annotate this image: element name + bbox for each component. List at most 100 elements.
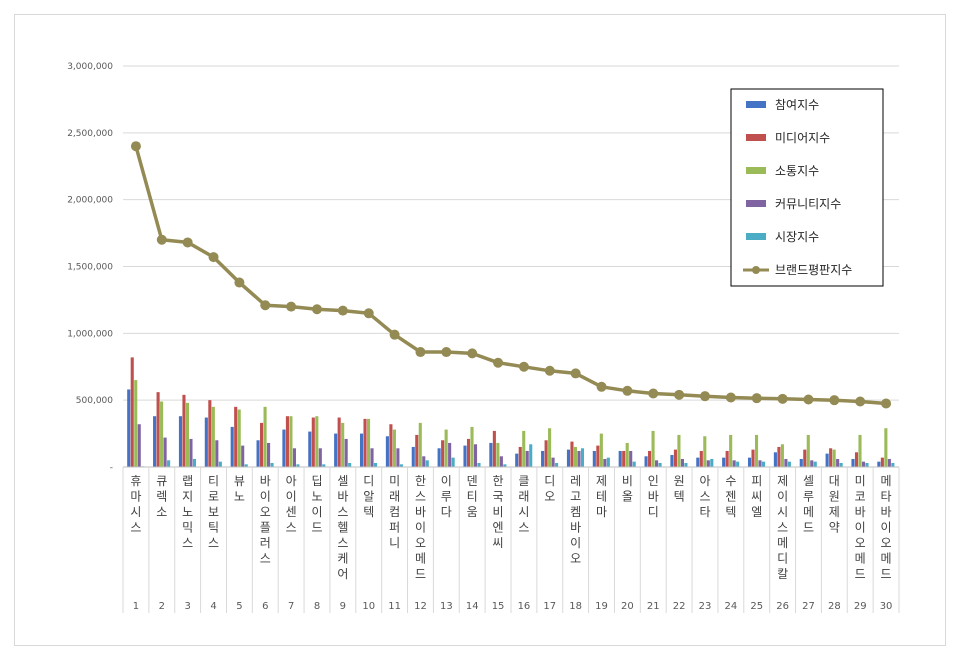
bar-시장지수 <box>839 462 843 467</box>
bar-커뮤니티지수 <box>784 458 788 467</box>
bar-시장지수 <box>218 461 222 467</box>
bar-커뮤니티지수 <box>655 460 659 467</box>
bar-커뮤니티지수 <box>577 450 581 467</box>
bar-소통지수 <box>237 409 241 467</box>
bar-참여지수 <box>877 461 881 467</box>
bar-시장지수 <box>891 462 895 467</box>
rank-label: 14 <box>466 601 479 612</box>
chart-frame: - 500,000 1,000,000 1,500,000 2,000,000 2,500… <box>14 14 946 646</box>
rank-label: 1 <box>133 601 139 612</box>
rank-label: 15 <box>492 601 505 612</box>
bar-미디어지수 <box>880 457 884 467</box>
bar-소통지수 <box>806 434 810 467</box>
legend-swatch <box>746 101 766 108</box>
bar-소통지수 <box>418 422 422 467</box>
bar-커뮤니티지수 <box>344 438 348 467</box>
bar-시장지수 <box>606 457 610 467</box>
bar-커뮤니티지수 <box>370 448 374 467</box>
bar-소통지수 <box>599 433 603 467</box>
bar-커뮤니티지수 <box>137 424 141 467</box>
bar-시장지수 <box>477 462 481 467</box>
bar-참여지수 <box>334 433 338 467</box>
line-point <box>570 368 581 379</box>
legend-label: 커뮤니티지수 <box>775 197 841 211</box>
bar-커뮤니티지수 <box>732 460 736 467</box>
bar-미디어지수 <box>492 430 496 467</box>
rank-label: 10 <box>362 601 375 612</box>
bar-커뮤니티지수 <box>706 460 710 467</box>
legend-swatch <box>746 200 766 207</box>
bar-시장지수 <box>761 461 766 467</box>
rank-label: 21 <box>647 601 660 612</box>
gridlines <box>123 65 899 468</box>
bar-커뮤니티지수 <box>629 450 633 467</box>
bar-커뮤니티지수 <box>422 456 426 467</box>
bar-미디어지수 <box>570 441 574 467</box>
bar-참여지수 <box>178 416 183 467</box>
bar-시장지수 <box>503 464 507 467</box>
line-point <box>130 141 141 152</box>
line-point <box>648 388 659 399</box>
bar-소통지수 <box>263 406 267 467</box>
bar-커뮤니티지수 <box>448 442 452 467</box>
bar-참여지수 <box>515 453 519 467</box>
bar-시장지수 <box>451 457 455 467</box>
bar-참여지수 <box>696 457 700 467</box>
bar-미디어지수 <box>673 449 677 467</box>
line-point <box>208 252 219 263</box>
rank-label: 29 <box>854 601 867 612</box>
bar-소통지수 <box>134 380 138 467</box>
bar-참여지수 <box>411 446 415 467</box>
bar-소통지수 <box>315 416 319 467</box>
bar-시장지수 <box>813 461 817 467</box>
bar-커뮤니티지수 <box>499 456 503 467</box>
bar-소통지수 <box>211 406 215 467</box>
line-point <box>829 395 840 406</box>
bar-미디어지수 <box>130 357 134 467</box>
rank-label: 23 <box>699 601 712 612</box>
bar-소통지수 <box>160 401 164 467</box>
rank-label: 11 <box>388 601 401 612</box>
bar-참여지수 <box>773 452 777 467</box>
bar-소통지수 <box>496 442 500 467</box>
line-point <box>182 237 193 248</box>
rank-label: 5 <box>236 601 242 612</box>
line-point <box>777 393 788 404</box>
line-point <box>234 277 245 288</box>
line-point <box>415 347 426 358</box>
line-point <box>286 301 297 312</box>
rank-label: 13 <box>440 601 453 612</box>
bar-참여지수 <box>670 454 674 467</box>
bar-시장지수 <box>244 464 248 467</box>
bar-참여지수 <box>618 450 622 467</box>
rank-label: 30 <box>880 601 893 612</box>
bar-커뮤니티지수 <box>267 442 271 467</box>
bar-시장지수 <box>632 461 636 467</box>
legend-swatch <box>746 167 766 174</box>
bar-미디어지수 <box>285 416 289 467</box>
bar-참여지수 <box>592 450 596 467</box>
bar-커뮤니티지수 <box>318 448 322 467</box>
bar-참여지수 <box>825 453 829 467</box>
rank-label: 26 <box>776 601 789 612</box>
legend-label: 소통지수 <box>775 164 819 178</box>
brand-line <box>130 141 892 409</box>
line-point <box>855 396 866 407</box>
bar-참여지수 <box>566 449 571 467</box>
bar-커뮤니티지수 <box>861 461 866 467</box>
bar-시장지수 <box>865 462 869 467</box>
bar-소통지수 <box>651 430 655 467</box>
bar-미디어지수 <box>544 440 548 467</box>
line-point <box>493 357 504 368</box>
bar-소통지수 <box>548 428 552 467</box>
bar-커뮤니티지수 <box>758 460 762 467</box>
